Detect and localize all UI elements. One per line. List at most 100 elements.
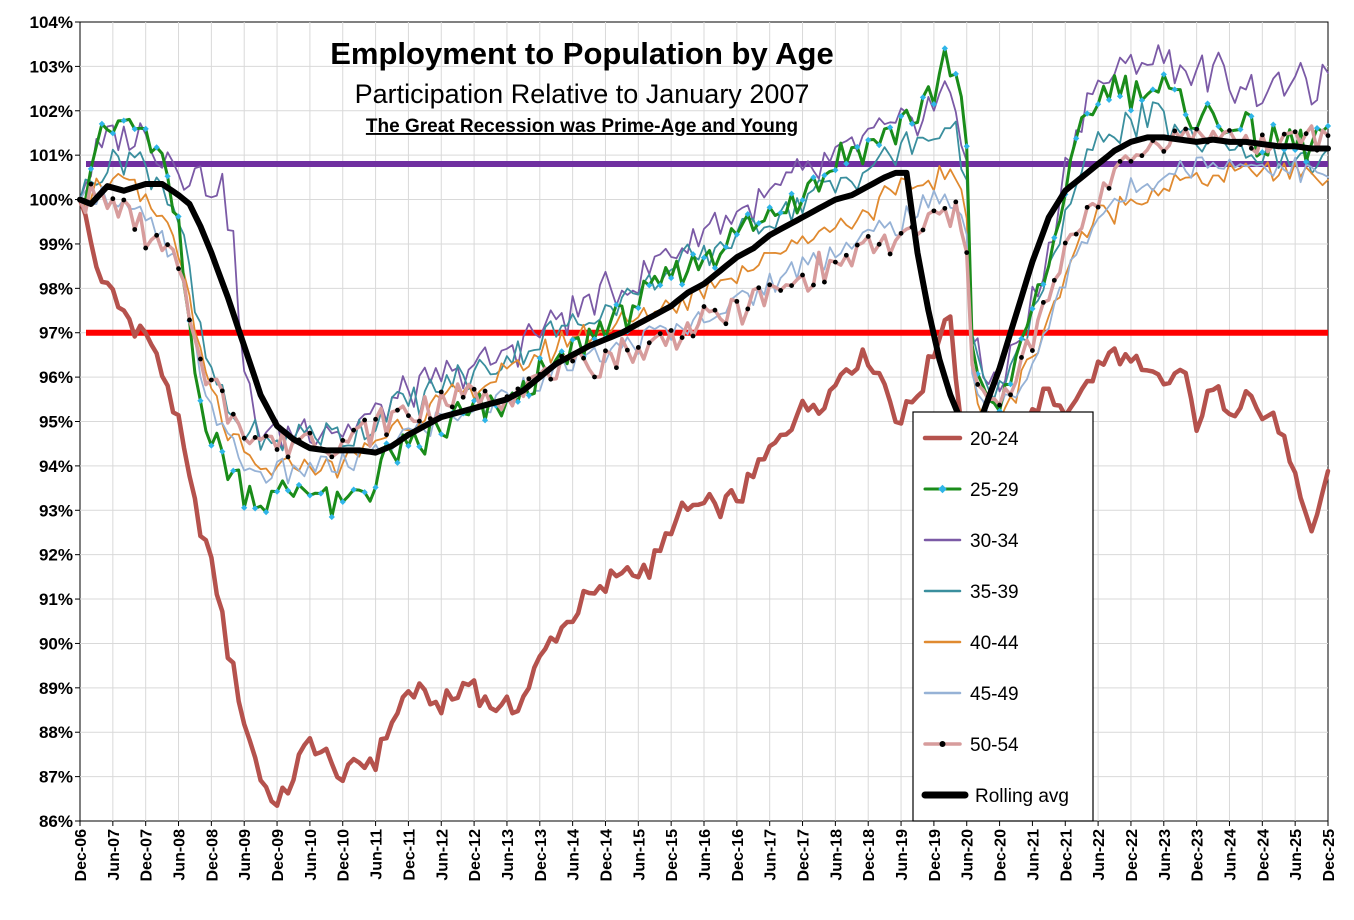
chart-subtitle: Participation Relative to January 2007 — [355, 79, 810, 109]
x-tick-label: Jun-07 — [106, 829, 123, 881]
series-marker-50-54 — [975, 382, 981, 387]
series-marker-25-29 — [1171, 86, 1178, 93]
series-marker-50-54 — [384, 432, 389, 438]
series-marker-50-54 — [603, 348, 608, 354]
x-axis: Dec-06 Jun-07 Dec-07 Jun-08 Dec-08 Jun-09 Dec-… — [73, 821, 1338, 881]
series-marker-25-29 — [1084, 110, 1091, 117]
series-marker-50-54 — [176, 266, 181, 272]
series-marker-25-29 — [1138, 97, 1146, 104]
series-marker-50-54 — [624, 347, 630, 353]
series-marker-25-29 — [109, 130, 116, 137]
series-marker-25-29 — [416, 443, 423, 450]
series-marker-50-54 — [800, 272, 805, 278]
series-marker-50-54 — [614, 365, 619, 371]
x-tick-label: Jun-11 — [369, 829, 386, 880]
series-marker-50-54 — [1073, 231, 1079, 237]
series-marker-25-29 — [361, 489, 368, 496]
series-marker-50-54 — [187, 317, 192, 323]
series-marker-25-29 — [514, 398, 522, 405]
series-marker-50-54 — [723, 321, 729, 327]
x-tick-label: Dec-08 — [204, 829, 221, 882]
series-marker-25-29 — [252, 505, 259, 512]
series-marker-25-29 — [1160, 71, 1167, 78]
series-marker-25-29 — [284, 487, 292, 494]
y-tick-label: 87% — [39, 768, 73, 787]
series-lines — [76, 44, 1332, 808]
series-marker-50-54 — [581, 355, 586, 361]
series-marker-25-29 — [98, 120, 106, 127]
series-marker-50-54 — [964, 250, 970, 256]
series-marker-25-29 — [897, 113, 905, 120]
series-marker-25-29 — [175, 213, 182, 220]
y-tick-label: 91% — [39, 590, 73, 609]
series-marker-50-54 — [646, 340, 652, 346]
series-marker-25-29 — [1248, 113, 1255, 120]
series-marker-25-29 — [219, 448, 226, 455]
series-marker-50-54 — [526, 376, 532, 382]
series-marker-50-54 — [482, 388, 488, 394]
series-marker-50-54 — [416, 418, 422, 424]
series-marker-50-54 — [756, 285, 762, 291]
series-line-rolling-avg — [77, 134, 1331, 456]
series-marker-50-54 — [219, 388, 225, 394]
series-marker-50-54 — [854, 242, 860, 248]
series-marker-50-54 — [1227, 128, 1232, 133]
y-tick-label: 93% — [39, 501, 73, 520]
series-marker-50-54 — [252, 435, 258, 440]
y-tick-label: 99% — [39, 235, 73, 254]
series-marker-50-54 — [1281, 131, 1287, 137]
series-marker-25-29 — [372, 484, 379, 491]
series-marker-50-54 — [110, 196, 116, 202]
series-marker-25-29 — [1270, 121, 1277, 128]
series-marker-50-54 — [274, 447, 280, 452]
series-marker-50-54 — [1062, 240, 1068, 246]
y-tick-label: 100% — [30, 191, 73, 210]
y-tick-label: 98% — [39, 279, 73, 298]
series-marker-50-54 — [329, 454, 335, 460]
series-marker-50-54 — [865, 234, 871, 239]
x-tick-label: Dec-21 — [1058, 829, 1075, 882]
y-tick-label: 90% — [39, 634, 73, 653]
series-marker-50-54 — [745, 306, 751, 312]
y-tick-label: 86% — [39, 812, 73, 831]
x-tick-label: Jun-10 — [303, 829, 320, 881]
series-marker-25-29 — [142, 125, 149, 132]
x-tick-label: Dec-18 — [861, 829, 878, 882]
series-marker-50-54 — [635, 345, 641, 350]
series-marker-50-54 — [406, 413, 411, 419]
x-tick-label: Jun-25 — [1288, 829, 1305, 881]
series-marker-25-29 — [339, 498, 346, 506]
series-marker-50-54 — [1292, 129, 1298, 135]
series-marker-25-29 — [1259, 149, 1266, 156]
legend-label-50-54: 50-54 — [970, 735, 1019, 756]
series-marker-25-29 — [1204, 100, 1211, 107]
series-marker-50-54 — [942, 205, 948, 211]
series-marker-25-29 — [1029, 305, 1036, 312]
chart-title: Employment to Population by Age — [330, 36, 833, 71]
x-tick-label: Dec-25 — [1321, 829, 1338, 882]
x-tick-label: Dec-22 — [1124, 829, 1141, 882]
y-tick-label: 104% — [30, 13, 73, 32]
x-tick-label: Jun-23 — [1157, 829, 1174, 881]
series-marker-50-54 — [121, 197, 127, 203]
series-marker-25-29 — [1324, 122, 1332, 130]
series-marker-50-54 — [920, 227, 926, 233]
series-marker-25-29 — [525, 392, 532, 399]
y-tick-label: 102% — [30, 102, 73, 121]
series-marker-50-54 — [1095, 204, 1101, 210]
series-marker-50-54 — [811, 282, 816, 288]
series-marker-50-54 — [165, 242, 170, 248]
series-marker-25-29 — [1149, 86, 1156, 93]
chart-titles: Employment to Population by Age Particip… — [330, 36, 833, 137]
series-marker-50-54 — [1008, 392, 1013, 398]
series-marker-50-54 — [208, 377, 214, 383]
series-marker-50-54 — [1051, 277, 1057, 283]
series-marker-50-54 — [832, 259, 838, 265]
series-marker-50-54 — [668, 328, 674, 333]
series-marker-25-29 — [438, 431, 445, 438]
series-marker-25-29 — [273, 488, 281, 495]
x-tick-label: Jun-08 — [172, 829, 189, 881]
series-marker-50-54 — [1183, 126, 1189, 132]
x-tick-label: Jun-16 — [697, 829, 714, 881]
x-tick-label: Dec-12 — [467, 829, 484, 882]
